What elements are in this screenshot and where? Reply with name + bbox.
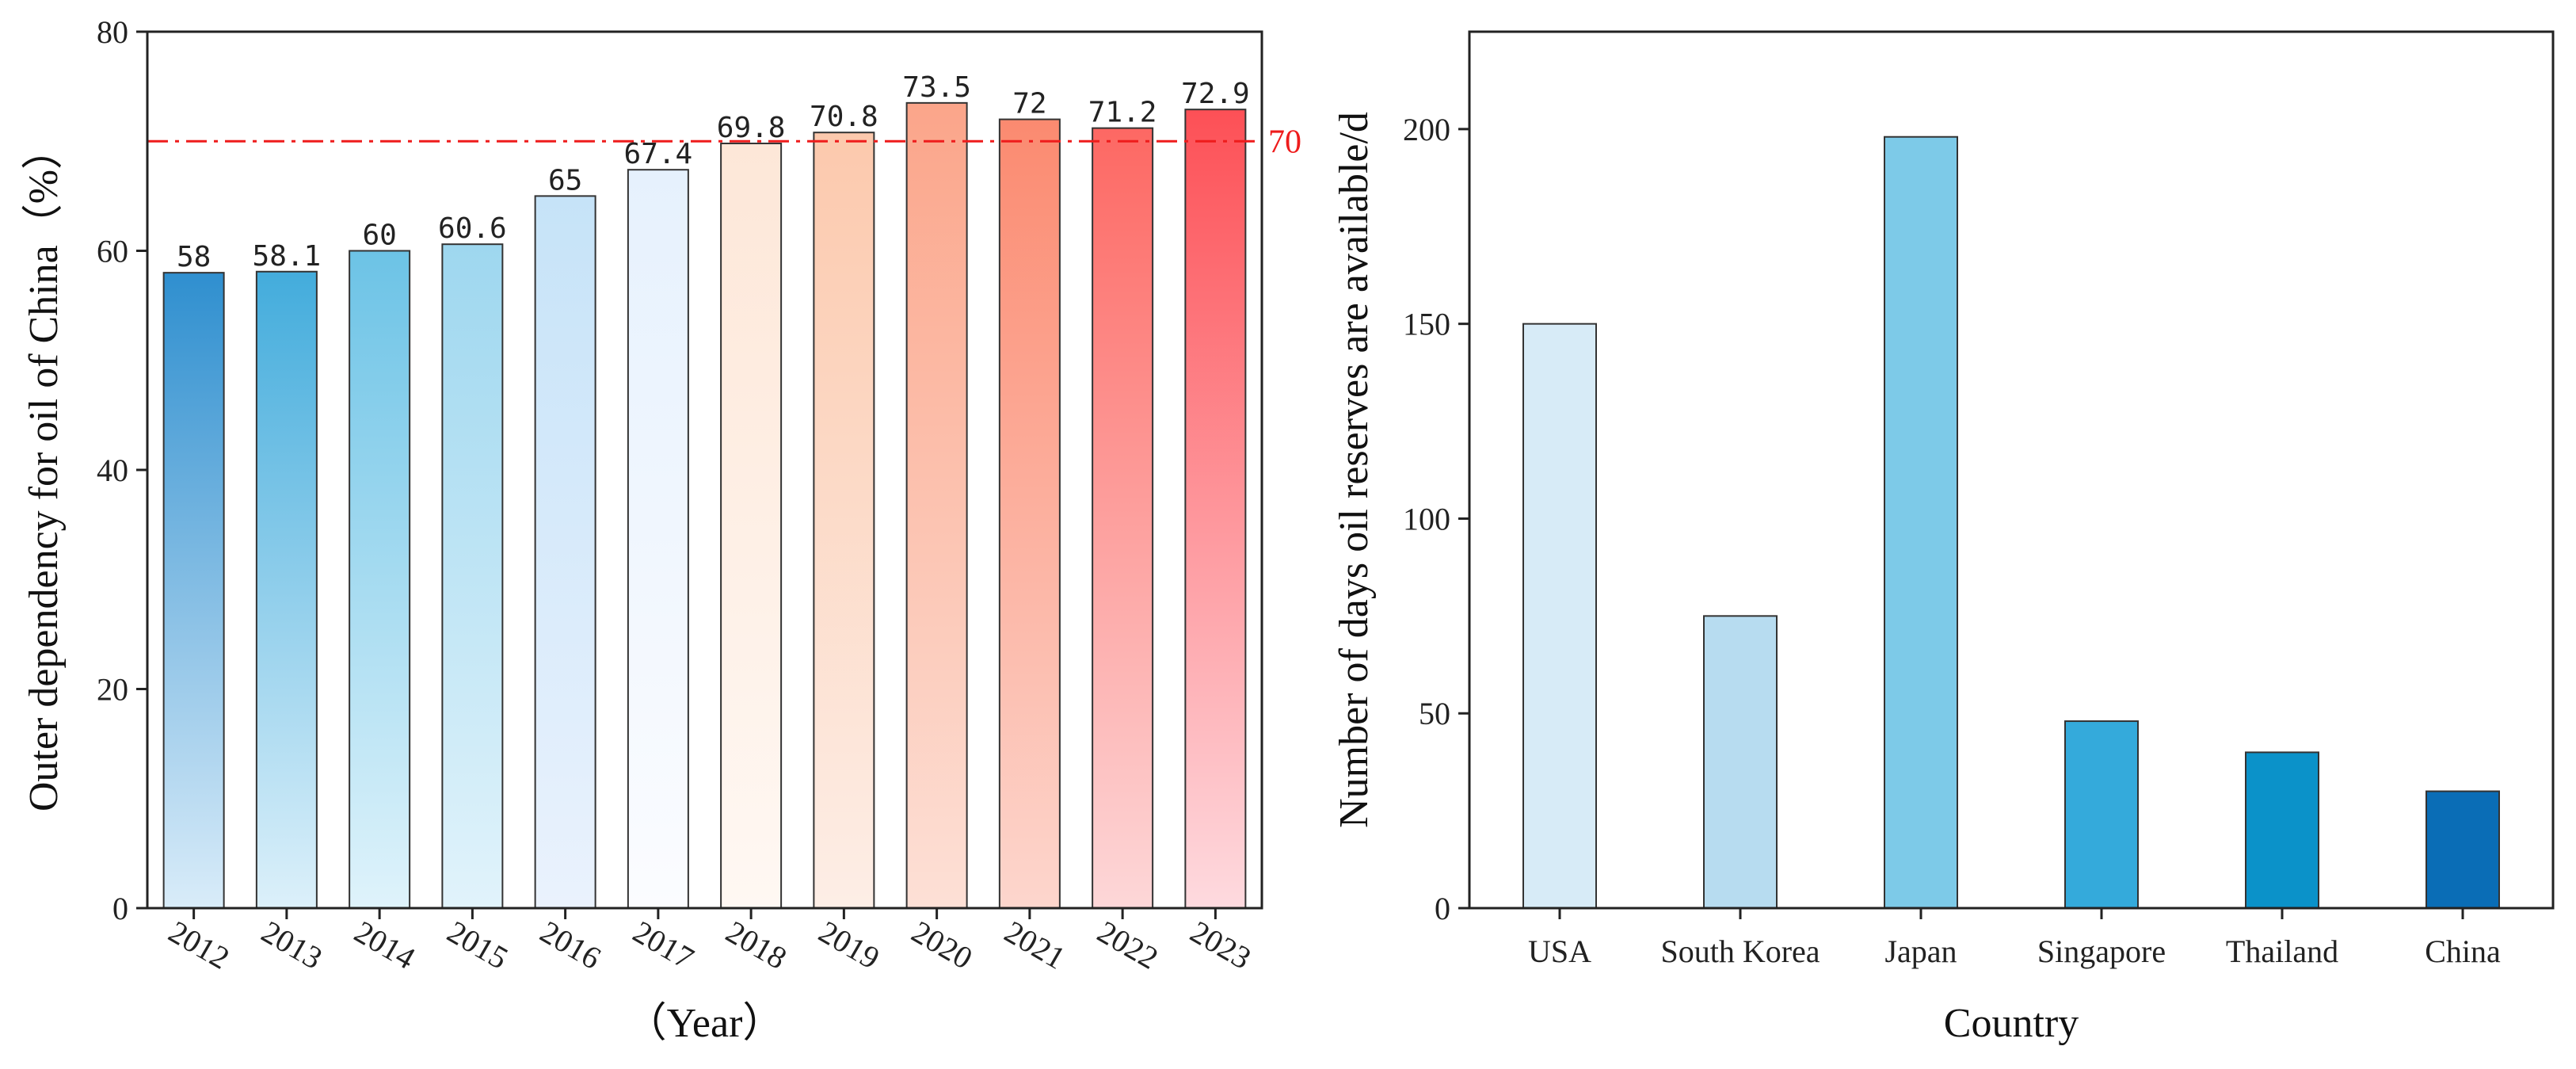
plot-frame [1468, 30, 2555, 910]
y-tick-label-60: 60 [97, 234, 128, 269]
x-tick-label-2023: 2023 [1184, 914, 1257, 976]
x-tick-label-2020: 2020 [905, 914, 978, 976]
x-axis-ticks: 2012 2013 2014 2015 2016 2017 2018 2019 2020 2021… [162, 908, 1257, 976]
bar-thailand [2245, 751, 2319, 910]
bar-2012 [162, 272, 225, 909]
bar-2018 [720, 143, 783, 909]
bar-2021 [998, 118, 1061, 910]
bar-2017 [627, 169, 689, 909]
data-label-2014: 60 [362, 220, 396, 252]
x-tick-label-2018: 2018 [720, 914, 793, 976]
bar-2016 [534, 195, 596, 909]
y-axis-ticks: 0 20 40 60 80 [97, 14, 147, 926]
bar-usa [1522, 323, 1597, 909]
data-label-2019: 70.8 [810, 101, 878, 133]
bar-2023 [1184, 109, 1247, 910]
x-axis-title: （Year） [626, 1001, 784, 1046]
x-tick-label-thailand: Thailand [2226, 933, 2338, 969]
bar-2015 [441, 243, 504, 909]
x-tick-label-2019: 2019 [813, 914, 886, 976]
y-tick-label-200: 200 [1403, 112, 1450, 147]
data-label-2023: 72.9 [1181, 78, 1250, 110]
y-tick-label-50: 50 [1419, 696, 1450, 731]
y-axis-title: Outer dependency for oil of China（%） [21, 128, 67, 811]
data-label-2021: 72 [1012, 88, 1046, 120]
reference-line-label: 70 [1268, 124, 1301, 160]
bar-2013 [255, 270, 318, 909]
bar-2022 [1092, 127, 1154, 910]
y-axis-title: Number of days oil reserves are availabl… [1332, 112, 1377, 828]
oil-reserve-days-chart: 0 50 100 150 200 USA South Korea Japan Singapor… [1332, 30, 2555, 1046]
bar-2020 [905, 101, 968, 910]
dependency-data-labels: 58 58.1 60 60.6 65 67.4 69.8 70.8 73.5 72 71.2 72.9 [177, 71, 1250, 273]
bar-china [2425, 790, 2500, 909]
x-tick-label-2015: 2015 [441, 914, 514, 976]
data-label-2022: 71.2 [1088, 97, 1157, 129]
y-axis-ticks: 0 50 100 150 200 [1403, 112, 1469, 926]
x-tick-label-2016: 2016 [534, 914, 607, 976]
x-tick-label-south-korea: South Korea [1660, 933, 1820, 969]
data-label-2012: 58 [177, 241, 211, 273]
data-label-2015: 60.6 [438, 212, 507, 245]
x-axis-ticks: USA South Korea Japan Singapore Thailand Chin… [1528, 908, 2501, 969]
data-label-2018: 69.8 [717, 112, 786, 144]
y-tick-label-100: 100 [1403, 501, 1450, 536]
y-tick-label-0: 0 [1435, 891, 1450, 926]
x-tick-label-usa: USA [1528, 933, 1591, 969]
data-label-2020: 73.5 [902, 71, 971, 104]
bar-2014 [349, 250, 411, 909]
bar-south-korea [1703, 615, 1778, 909]
oil-dependency-chart: 70 58 58.1 60 60.6 65 67.4 69.8 70.8 73.5 72 71.2 7… [21, 14, 1301, 1046]
y-tick-label-150: 150 [1403, 307, 1450, 342]
y-tick-label-20: 20 [97, 672, 128, 708]
x-tick-label-2021: 2021 [999, 914, 1072, 976]
x-tick-label-2012: 2012 [162, 914, 235, 976]
data-label-2016: 65 [548, 164, 582, 197]
bar-japan [1884, 136, 1958, 910]
x-tick-label-singapore: Singapore [2037, 933, 2166, 969]
data-label-2017: 67.4 [624, 138, 693, 170]
bar-2019 [813, 132, 875, 909]
y-tick-label-40: 40 [97, 452, 128, 488]
y-tick-label-0: 0 [112, 891, 128, 926]
bar-singapore [2064, 720, 2139, 910]
x-tick-label-china: China [2425, 933, 2501, 969]
reserve-days-bars [1522, 136, 2500, 910]
dependency-bars [162, 101, 1247, 910]
x-tick-label-2022: 2022 [1092, 914, 1164, 976]
y-tick-label-80: 80 [97, 14, 128, 50]
x-axis-title: Country [1944, 1001, 2079, 1046]
x-tick-label-2014: 2014 [349, 914, 421, 976]
x-tick-label-2013: 2013 [256, 914, 329, 976]
x-tick-label-japan: Japan [1884, 933, 1957, 969]
data-label-2013: 58.1 [253, 240, 322, 273]
x-tick-label-2017: 2017 [627, 914, 700, 976]
